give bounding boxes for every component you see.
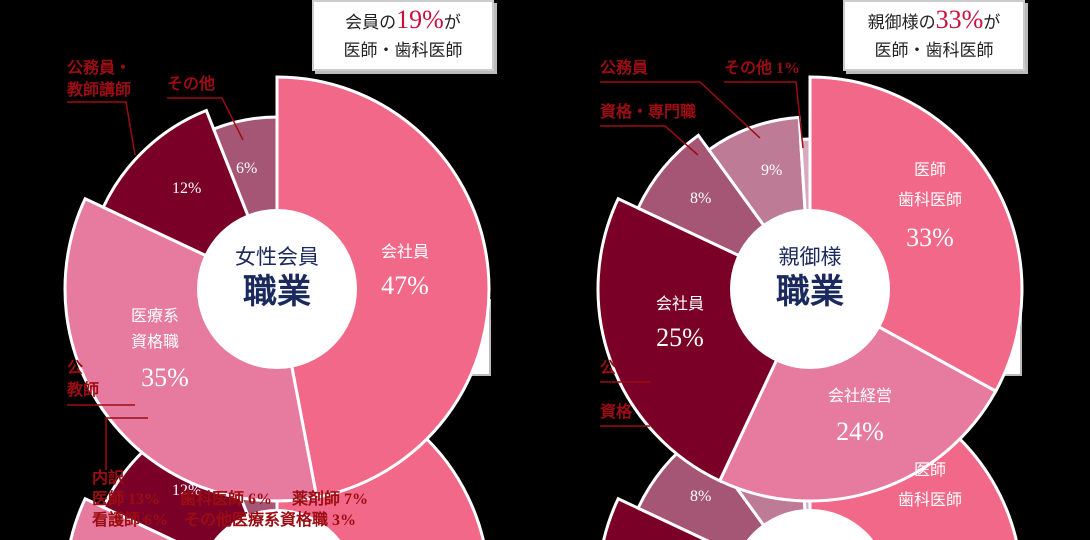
right-ghost-slice-2 — [602, 496, 710, 540]
right-ghost-label-public: 公 — [600, 360, 617, 377]
left-leader-public — [67, 101, 136, 156]
left-center-label: 女性会員 職業 — [217, 243, 337, 315]
right-leader-qualified — [600, 125, 699, 156]
center-main: 職業 — [776, 274, 844, 311]
label-line: 公 — [67, 360, 84, 377]
left-ghost-label: 公 教師 — [67, 358, 99, 402]
left-breakdown-bracket — [105, 417, 148, 470]
segment-name: 会社員 — [655, 296, 704, 313]
left-center-circle — [197, 209, 357, 369]
right-center-label: 親御様 職業 — [750, 243, 870, 315]
label-line: 教師 — [67, 382, 100, 399]
segment-pct: 47% — [381, 271, 429, 300]
left-slice-0 — [275, 75, 491, 500]
right-callout: 親御様の33%が 医師・歯科医師 — [843, 0, 1025, 71]
right-leader-other — [724, 81, 804, 149]
right-center-circle — [730, 209, 890, 369]
segment-pct: 25% — [656, 323, 704, 352]
right-label-public: 公務員 — [600, 60, 649, 77]
segment-name: 歯科医師 — [897, 192, 962, 209]
right-label-qualified: 資格・専門職 — [600, 104, 697, 121]
left-seg-medical: 医療系 資格職 35% — [115, 304, 195, 400]
right-seg-public-pct: 9% — [761, 162, 783, 179]
callout-line2: 医師・歯科医師 — [343, 41, 463, 60]
right-ghost-label-qualified: 資格 — [600, 404, 633, 421]
left-label-other: その他 — [167, 76, 216, 93]
right-ghost-center-circle — [746, 509, 874, 540]
callout-highlight: 19% — [396, 5, 444, 34]
segment-pct: 35% — [141, 363, 189, 392]
label-line: 公務員・ — [67, 60, 132, 77]
center-sub: 親御様 — [778, 245, 842, 269]
left-label-public: 公務員・ 教師講師 — [67, 58, 131, 102]
right-leader-public — [600, 81, 761, 139]
callout-suffix: が — [983, 13, 1001, 32]
right-seg-salaryman: 会社員 25% — [645, 292, 715, 358]
left-leader-other — [167, 97, 244, 141]
segment-name: 医師 — [913, 462, 946, 479]
segment-pct: 24% — [836, 417, 884, 446]
breakdown-title: 内訳 — [92, 470, 125, 487]
center-sub: 女性会員 — [235, 245, 319, 269]
left-callout: 会員の19%が 医師・歯科医師 — [312, 0, 494, 71]
left-seg-other-pct: 6% — [236, 160, 258, 177]
callout-line2: 医師・歯科医師 — [874, 41, 994, 60]
breakdown-line: 医師 13% 歯科医師 6% 薬剤師 7% — [92, 491, 369, 508]
label-line: 教師講師 — [67, 82, 132, 99]
left-ghost-slice-1 — [69, 496, 177, 540]
left-ghost-pct: 12% — [172, 482, 202, 499]
segment-name: 医療系 — [130, 308, 179, 325]
segment-name: 歯科医師 — [897, 492, 962, 509]
segment-name: 資格職 — [130, 334, 179, 351]
callout-suffix: が — [443, 13, 461, 32]
segment-name: 会社員 — [380, 244, 429, 261]
left-seg-public-pct: 12% — [172, 180, 202, 197]
segment-name: 医師 — [913, 162, 946, 179]
left-slice-1 — [63, 196, 319, 503]
left-seg-salaryman: 会社員 47% — [370, 240, 440, 306]
callout-highlight: 33% — [935, 5, 984, 34]
callout-prefix: 会員の — [345, 13, 397, 32]
right-label-other: その他 1% — [724, 60, 801, 77]
right-seg-executive: 会社経営 24% — [810, 384, 910, 454]
right-seg-qualified-pct: 8% — [690, 190, 712, 207]
right-ghost-seg-doctor: 医師 歯科医師 — [880, 456, 980, 516]
left-breakdown: 内訳 医師 13% 歯科医師 6% 薬剤師 7% 看護師 6% その他医療系資格… — [92, 468, 368, 531]
segment-name: 会社経営 — [827, 388, 892, 405]
right-seg-doctor: 医師 歯科医師 33% — [880, 156, 980, 260]
left-ghost-center-circle — [213, 509, 341, 540]
right-ghost-pct: 8% — [690, 488, 712, 505]
center-main: 職業 — [243, 274, 311, 311]
segment-pct: 33% — [906, 223, 954, 252]
callout-prefix: 親御様の — [867, 13, 936, 32]
breakdown-line: 看護師 6% その他医療系資格職 3% — [92, 512, 357, 529]
